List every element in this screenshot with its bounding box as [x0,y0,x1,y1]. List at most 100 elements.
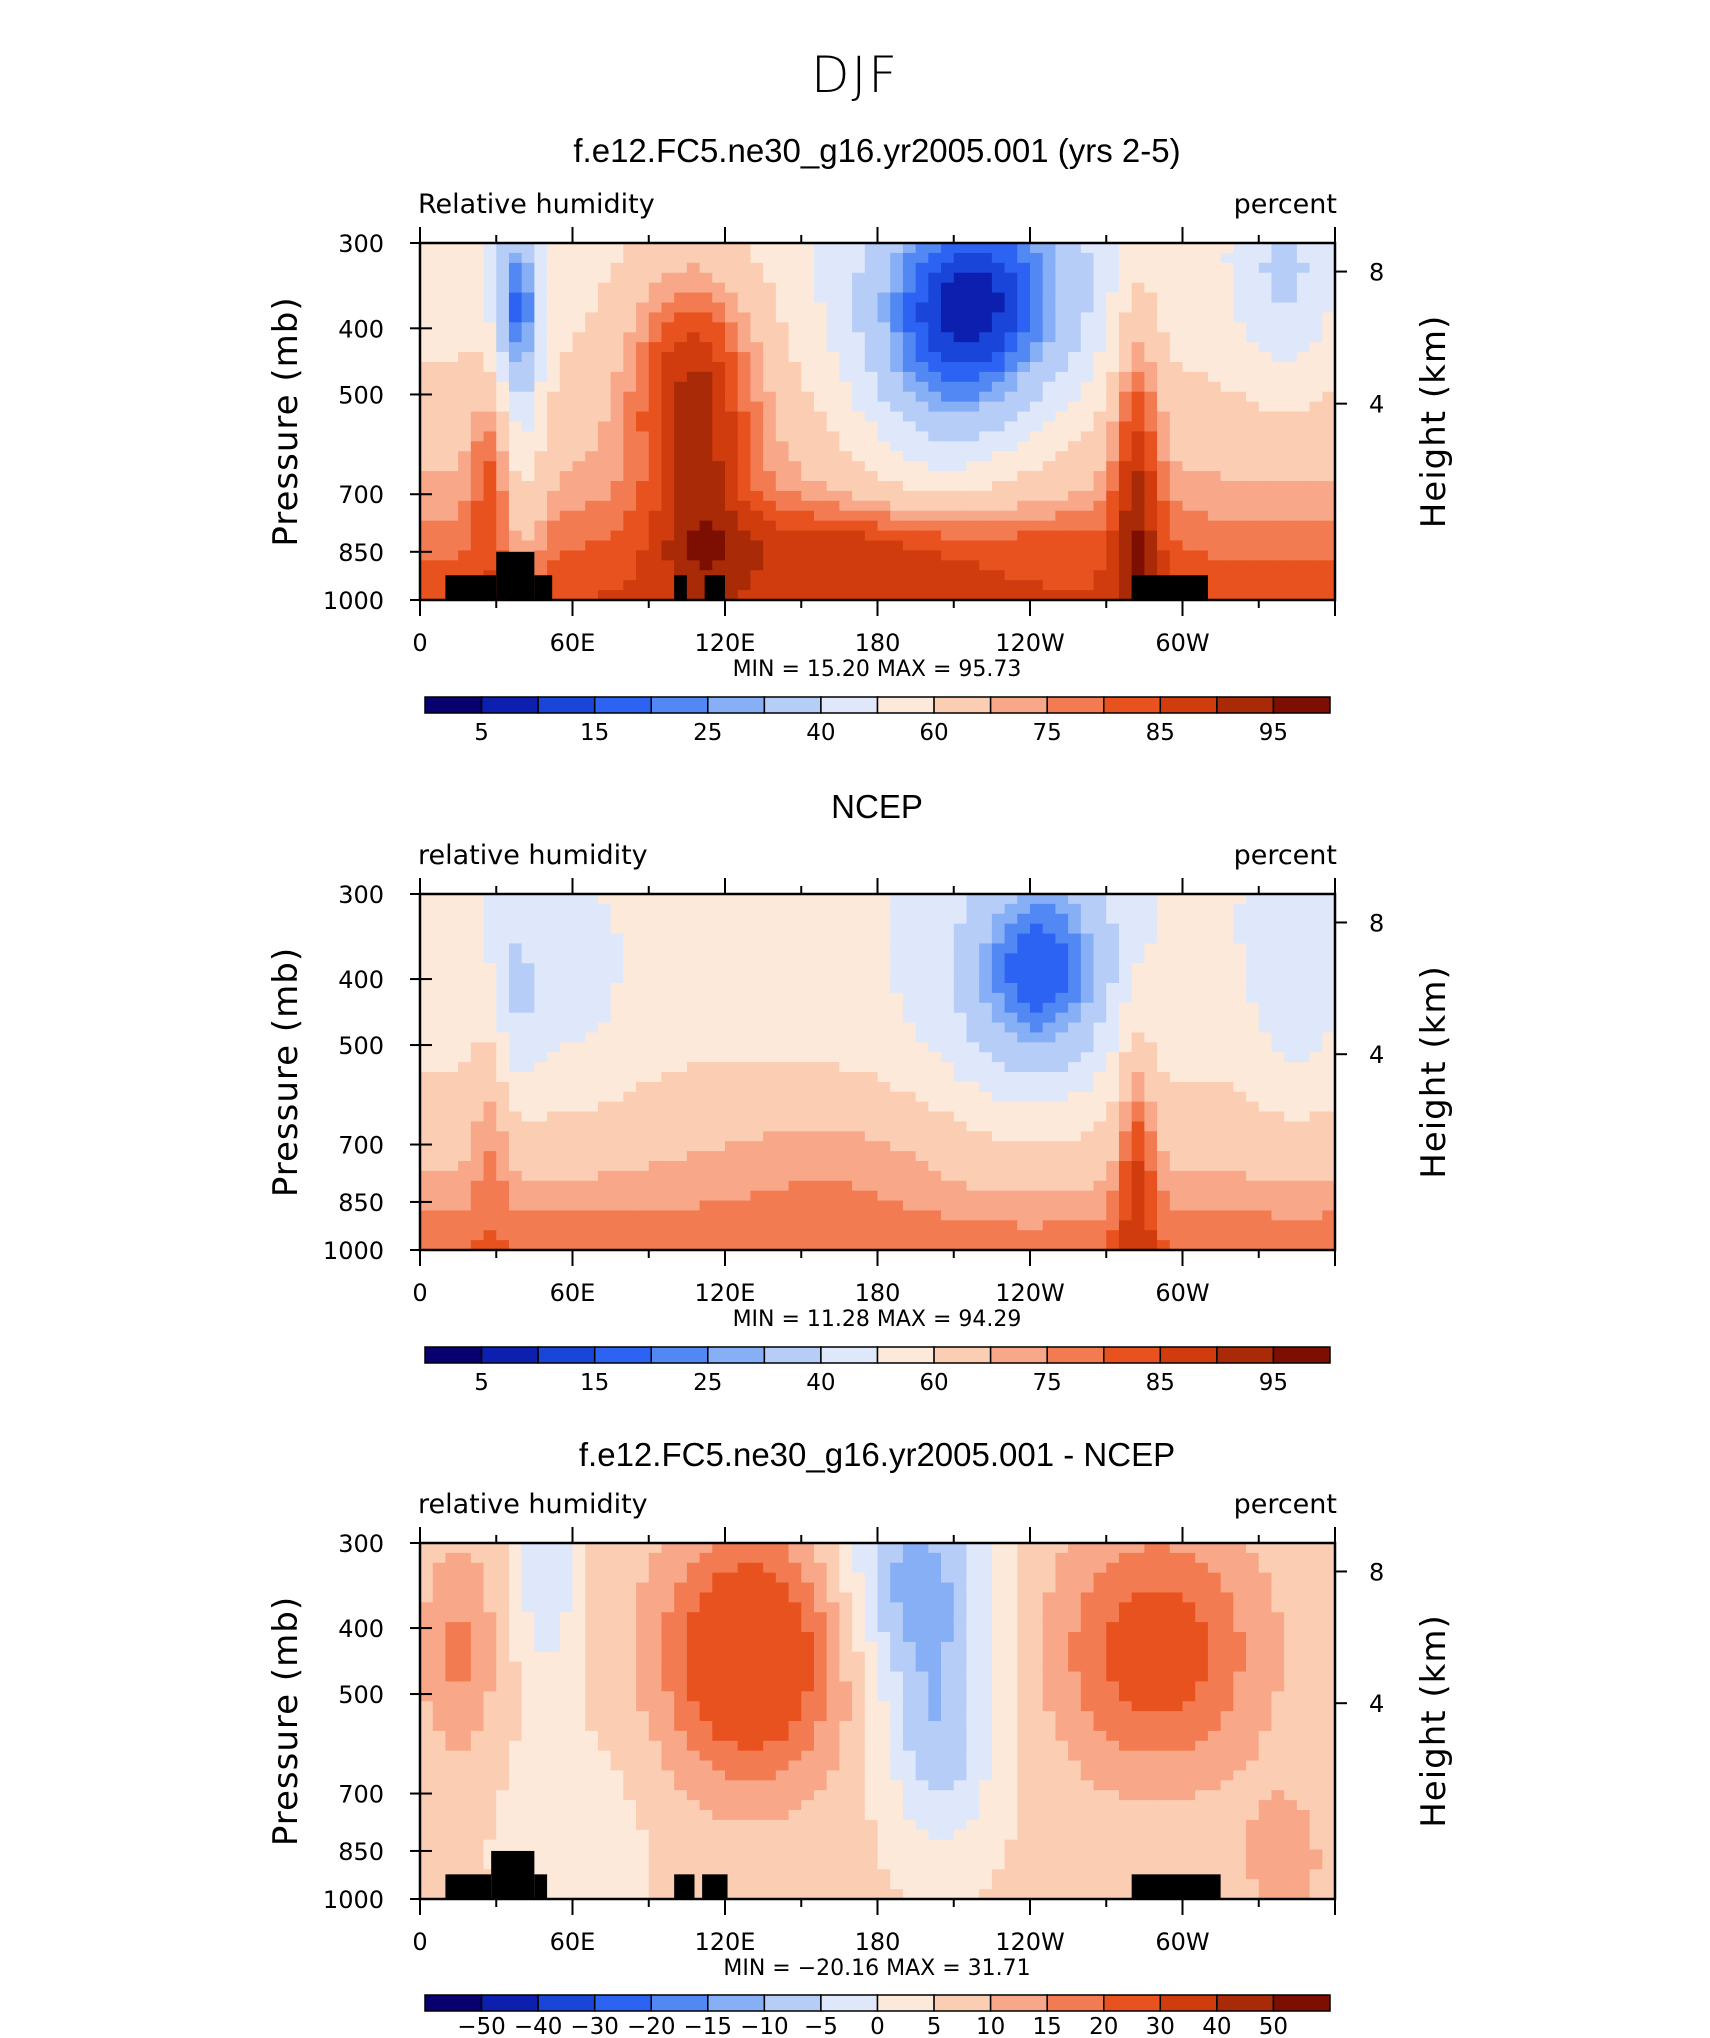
contour-cell [1220,560,1234,571]
contour-cell [1068,1170,1082,1182]
contour-cell [763,520,777,532]
contour-cell [699,1002,713,1014]
contour-cell [941,322,955,333]
contour-cell [928,1121,942,1132]
contour-cell [610,973,624,984]
contour-cell [801,342,815,353]
contour-cell [801,1002,815,1014]
contour-cell [1093,1052,1107,1063]
contour-cell [991,500,1006,512]
contour-cell [508,983,523,994]
contour-cell [737,550,752,561]
contour-cell [1182,1042,1196,1053]
contour-cell [1080,342,1095,353]
contour-cell [1309,1200,1323,1212]
contour-cell [1195,1032,1209,1043]
contour-cell [941,1072,955,1083]
contour-cell [737,421,752,433]
contour-cell [1017,1081,1031,1093]
contour-cell [508,461,523,472]
contour-cell [991,411,1006,423]
contour-cell [1157,352,1171,363]
contour-cell [1118,992,1133,1004]
contour-cell [1207,302,1222,314]
contour-cell [699,540,713,552]
contour-cell [420,1032,434,1043]
contour-cell [839,312,853,323]
contour-cell [826,391,840,403]
contour-cell [686,1131,701,1142]
contour-cell [763,292,777,304]
contour-cell [877,963,891,974]
contour-cell [483,243,497,254]
contour-cell [1296,431,1311,442]
contour-cell [1068,1101,1082,1113]
contour-cell [496,1002,510,1014]
contour-cell [1233,570,1247,581]
contour-cell [941,943,955,954]
contour-cell [877,1072,891,1083]
contour-cell [953,1012,968,1024]
contour-cell [712,381,726,393]
contour-cell [1080,401,1095,413]
contour-cell [1093,1121,1107,1132]
contour-cell [483,1180,497,1192]
contour-cell [597,332,612,343]
contour-cell [1131,520,1145,532]
contour-cell [1144,302,1158,314]
contour-cell [979,953,993,964]
contour-cell [737,1072,752,1083]
contour-cell [737,540,752,552]
contour-cell [1157,530,1171,542]
contour-cell [1296,590,1311,601]
contour-cell [496,1131,510,1142]
contour-cell [1017,500,1031,512]
contour-cell [1080,953,1095,964]
contour-cell [979,1151,993,1162]
contour-cell [610,913,624,925]
contour-cell [902,580,917,591]
contour-cell [902,1141,917,1152]
contour-cell [902,243,917,254]
contour-cell [636,1002,650,1014]
contour-cell [801,570,815,581]
contour-cell [1042,1062,1057,1073]
contour-cell [763,391,777,403]
contour-cell [623,540,637,552]
contour-cell [496,1062,510,1073]
contour-cell [1271,352,1285,363]
contour-cell [674,903,688,915]
contour-cell [1246,371,1260,383]
contour-cell [699,471,713,482]
contour-cell [559,371,574,383]
contour-cell [750,1022,764,1034]
contour-cell [966,243,980,254]
contour-cell [852,1022,866,1034]
contour-cell [496,332,510,343]
contour-cell [585,1002,599,1014]
contour-cell [1055,381,1069,393]
contour-cell [839,421,853,433]
contour-cell [483,431,497,442]
contour-cell [712,550,726,561]
contour-cell [775,1052,790,1063]
contour-cell [686,411,701,423]
contour-cell [1157,1032,1171,1043]
contour-cell [1144,312,1158,323]
contour-cell [966,983,980,994]
contour-cell [813,1161,828,1172]
contour-cell [470,272,485,284]
contour-cell [1271,520,1285,532]
contour-cell [1017,490,1031,502]
contour-cell [661,312,675,323]
contour-cell [979,391,993,403]
contour-cell [458,282,472,294]
contour-cell [763,953,777,964]
contour-cell [1017,1131,1031,1142]
contour-cell [1309,590,1323,601]
contour-cell [1080,302,1095,314]
contour-cell [420,550,434,561]
contour-cell [1118,963,1133,974]
contour-cell [1055,923,1069,935]
contour-cell [1004,1151,1018,1162]
